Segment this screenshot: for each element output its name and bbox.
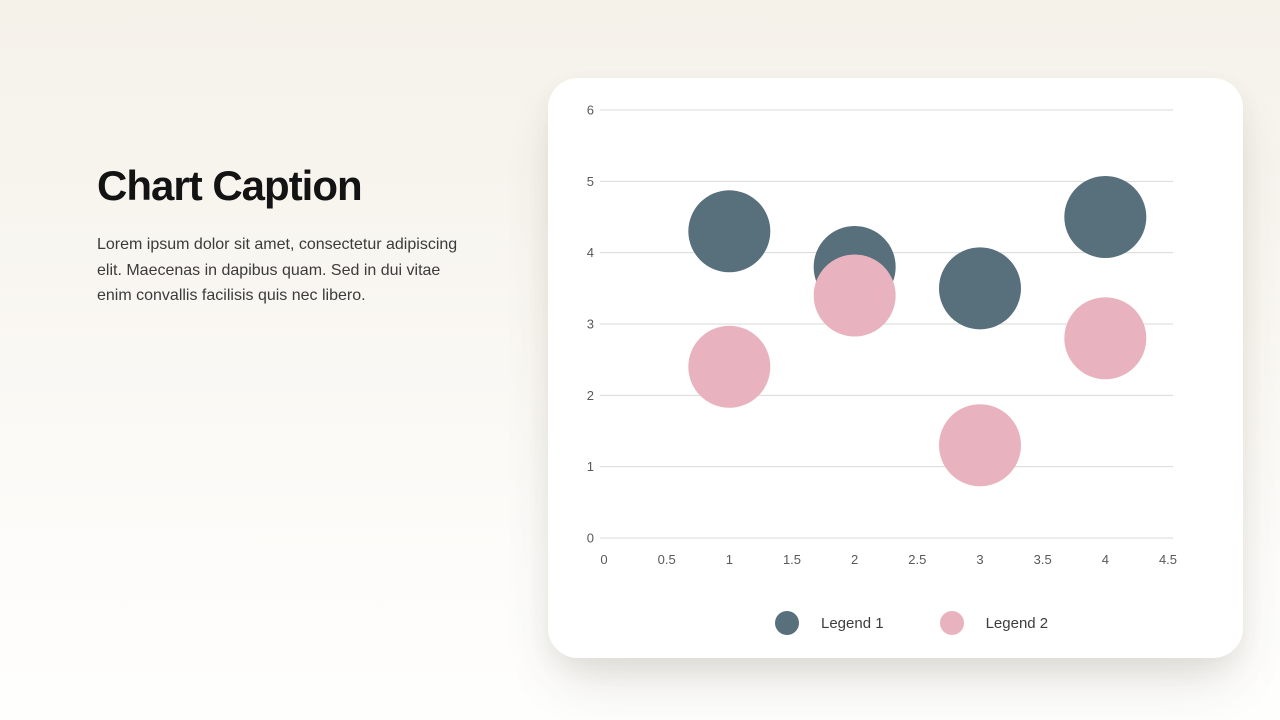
y-axis-tick-label: 0: [587, 531, 594, 546]
legend-2-label: Legend 2: [985, 614, 1049, 632]
x-axis-tick-label: 1.5: [783, 552, 801, 567]
bubble-series-2: [813, 254, 896, 337]
x-axis-tick-label: 4.5: [1159, 552, 1177, 567]
bubble-series-2: [938, 404, 1021, 487]
page-title: Chart Caption: [97, 162, 363, 209]
caption-block: Chart Caption Lorem ipsum dolor sit amet…: [97, 162, 487, 309]
y-axis-tick-label: 3: [587, 317, 594, 332]
caption-body-text: Lorem ipsum dolor sit amet, consectetur …: [97, 236, 458, 305]
legend-item-2: Legend 2: [939, 611, 1049, 635]
bubble-series-2: [1064, 297, 1147, 380]
bubble-series-1: [688, 190, 771, 273]
x-axis-tick-label: 3: [976, 552, 983, 567]
y-axis-tick-label: 5: [587, 174, 594, 189]
y-axis-tick-label: 6: [587, 103, 594, 118]
x-axis-tick-label: 3.5: [1034, 552, 1052, 567]
x-axis-tick-label: 2: [851, 552, 858, 567]
x-axis-tick-label: 0.5: [658, 552, 676, 567]
x-axis-tick-label: 4: [1102, 552, 1109, 567]
legend-1-color-swatch: [775, 611, 799, 635]
x-axis-tick-label: 2.5: [908, 552, 926, 567]
x-axis-tick-label: 0: [600, 552, 607, 567]
chart-card: 0 1 2 3 4 5 6 0 0.5 1 1.5 2 2.5 3 3.5 4 4.5 Legend 1 Leg…: [548, 78, 1243, 658]
y-axis-tick-label: 4: [587, 245, 594, 260]
y-axis-tick-label: 2: [587, 388, 594, 403]
bubble-series-1: [938, 247, 1021, 330]
legend-1-label: Legend 1: [821, 614, 884, 632]
bubble-series-2: [688, 325, 771, 408]
legend-2-color-swatch: [939, 611, 964, 635]
x-axis-tick-label: 1: [726, 552, 733, 567]
chart-legend: Legend 1 Legend 2: [775, 611, 1048, 635]
bubble-chart: 0 1 2 3 4 5 6 0 0.5 1 1.5 2 2.5 3 3.5 4 4.5: [587, 103, 1177, 567]
y-axis-tick-label: 1: [587, 459, 594, 474]
bubble-series-1: [1064, 176, 1147, 259]
legend-item-1: Legend 1: [775, 611, 884, 635]
